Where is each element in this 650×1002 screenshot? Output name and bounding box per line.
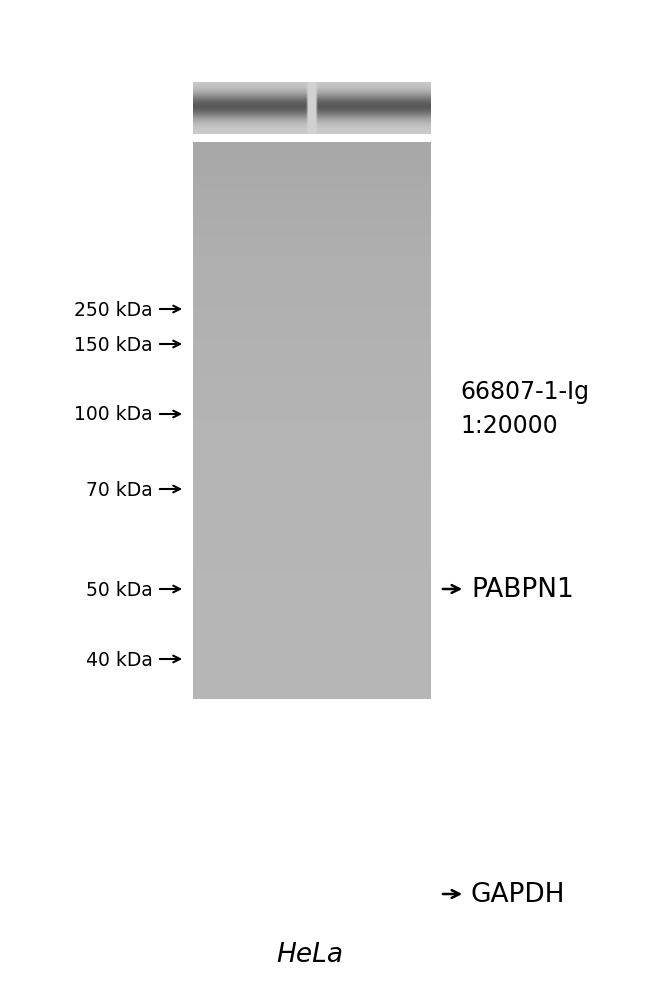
Text: 50 kDa: 50 kDa	[86, 580, 153, 599]
Text: si-control: si-control	[237, 219, 300, 298]
Text: PABPN1: PABPN1	[471, 576, 574, 602]
Text: si-PABPN1: si-PABPN1	[356, 212, 423, 298]
Text: 250 kDa: 250 kDa	[74, 301, 153, 320]
Text: 66807-1-Ig
1:20000: 66807-1-Ig 1:20000	[460, 380, 589, 437]
Text: HeLa: HeLa	[276, 941, 343, 967]
Text: WWW.PTGLAB.COM: WWW.PTGLAB.COM	[205, 508, 218, 653]
Text: 40 kDa: 40 kDa	[86, 650, 153, 668]
Text: 70 kDa: 70 kDa	[86, 480, 153, 499]
Text: GAPDH: GAPDH	[471, 881, 566, 907]
Text: 100 kDa: 100 kDa	[74, 405, 153, 424]
Text: 150 kDa: 150 kDa	[74, 335, 153, 354]
